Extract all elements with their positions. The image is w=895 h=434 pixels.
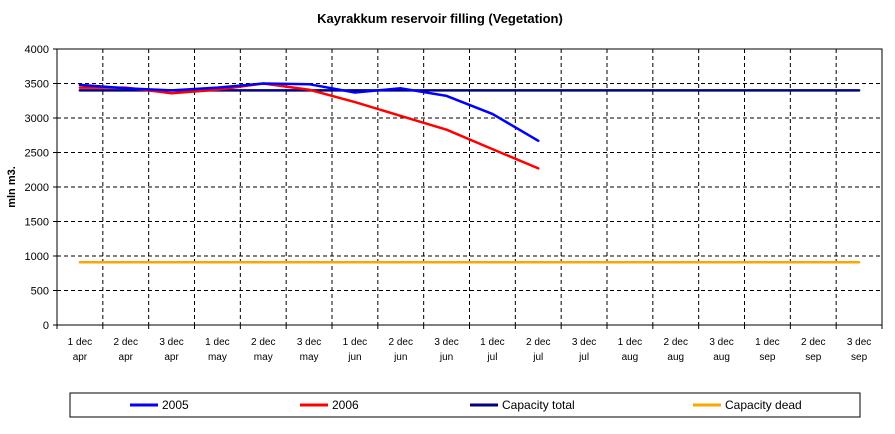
x-tick-label: 3 dec [297, 337, 321, 348]
x-tick-label: 3 dec [709, 337, 733, 348]
legend-label-capacity-dead: Capacity dead [725, 398, 802, 412]
x-tick-label: aug [622, 352, 639, 363]
x-tick-label: apr [73, 352, 88, 363]
series-line-2006 [78, 82, 540, 170]
chart-title: Kayrakkum reservoir filling (Vegetation) [317, 11, 563, 26]
x-tick-label: 3 dec [572, 337, 596, 348]
x-tick-label: 2 dec [801, 337, 825, 348]
x-tick-label: jun [439, 352, 453, 363]
x-tick-label: apr [164, 352, 179, 363]
y-tick-label: 3000 [25, 113, 49, 125]
y-axis-label: mln m3. [6, 166, 18, 208]
x-tick-label: jul [578, 352, 589, 363]
y-tick-label: 1000 [25, 251, 49, 263]
x-tick-label: 2 dec [664, 337, 688, 348]
x-tick-label: 2 dec [526, 337, 550, 348]
x-tick-label: sep [805, 352, 822, 363]
y-tick-label: 2000 [25, 182, 49, 194]
x-tick-label: 1 dec [343, 337, 367, 348]
x-tick-label: jul [532, 352, 543, 363]
x-tick-label: apr [119, 352, 134, 363]
y-tick-label: 3500 [25, 79, 49, 91]
y-tick-label: 2500 [25, 148, 49, 160]
x-tick-label: may [208, 352, 227, 363]
x-tick-label: 1 dec [618, 337, 642, 348]
x-tick-label: jun [393, 352, 407, 363]
x-tick-label: aug [713, 352, 730, 363]
legend-box [69, 392, 861, 418]
x-tick-label: jul [486, 352, 497, 363]
legend-label-capacity-total: Capacity total [502, 398, 575, 412]
y-tick-label: 4000 [25, 44, 49, 56]
x-tick-label: aug [667, 352, 684, 363]
x-tick-label: 3 dec [434, 337, 458, 348]
legend-label-2006: 2006 [332, 398, 359, 412]
y-tick-label: 0 [43, 320, 49, 332]
x-tick-label: 3 dec [847, 337, 871, 348]
legend-label-2005: 2005 [162, 398, 189, 412]
x-tick-label: may [300, 352, 319, 363]
x-tick-label: sep [759, 352, 776, 363]
x-tick-label: jun [347, 352, 361, 363]
y-tick-label: 1500 [25, 217, 49, 229]
x-tick-label: 1 dec [68, 337, 92, 348]
series-line-2005 [78, 82, 540, 143]
x-tick-label: sep [851, 352, 868, 363]
x-tick-label: 3 dec [159, 337, 183, 348]
x-tick-label: 1 dec [480, 337, 504, 348]
x-tick-label: 1 dec [205, 337, 229, 348]
x-tick-label: 1 dec [755, 337, 779, 348]
plot-border [56, 48, 883, 326]
x-tick-label: may [254, 352, 273, 363]
x-tick-label: 2 dec [389, 337, 413, 348]
x-tick-label: 2 dec [114, 337, 138, 348]
x-tick-label: 2 dec [251, 337, 275, 348]
y-tick-label: 500 [31, 286, 49, 298]
